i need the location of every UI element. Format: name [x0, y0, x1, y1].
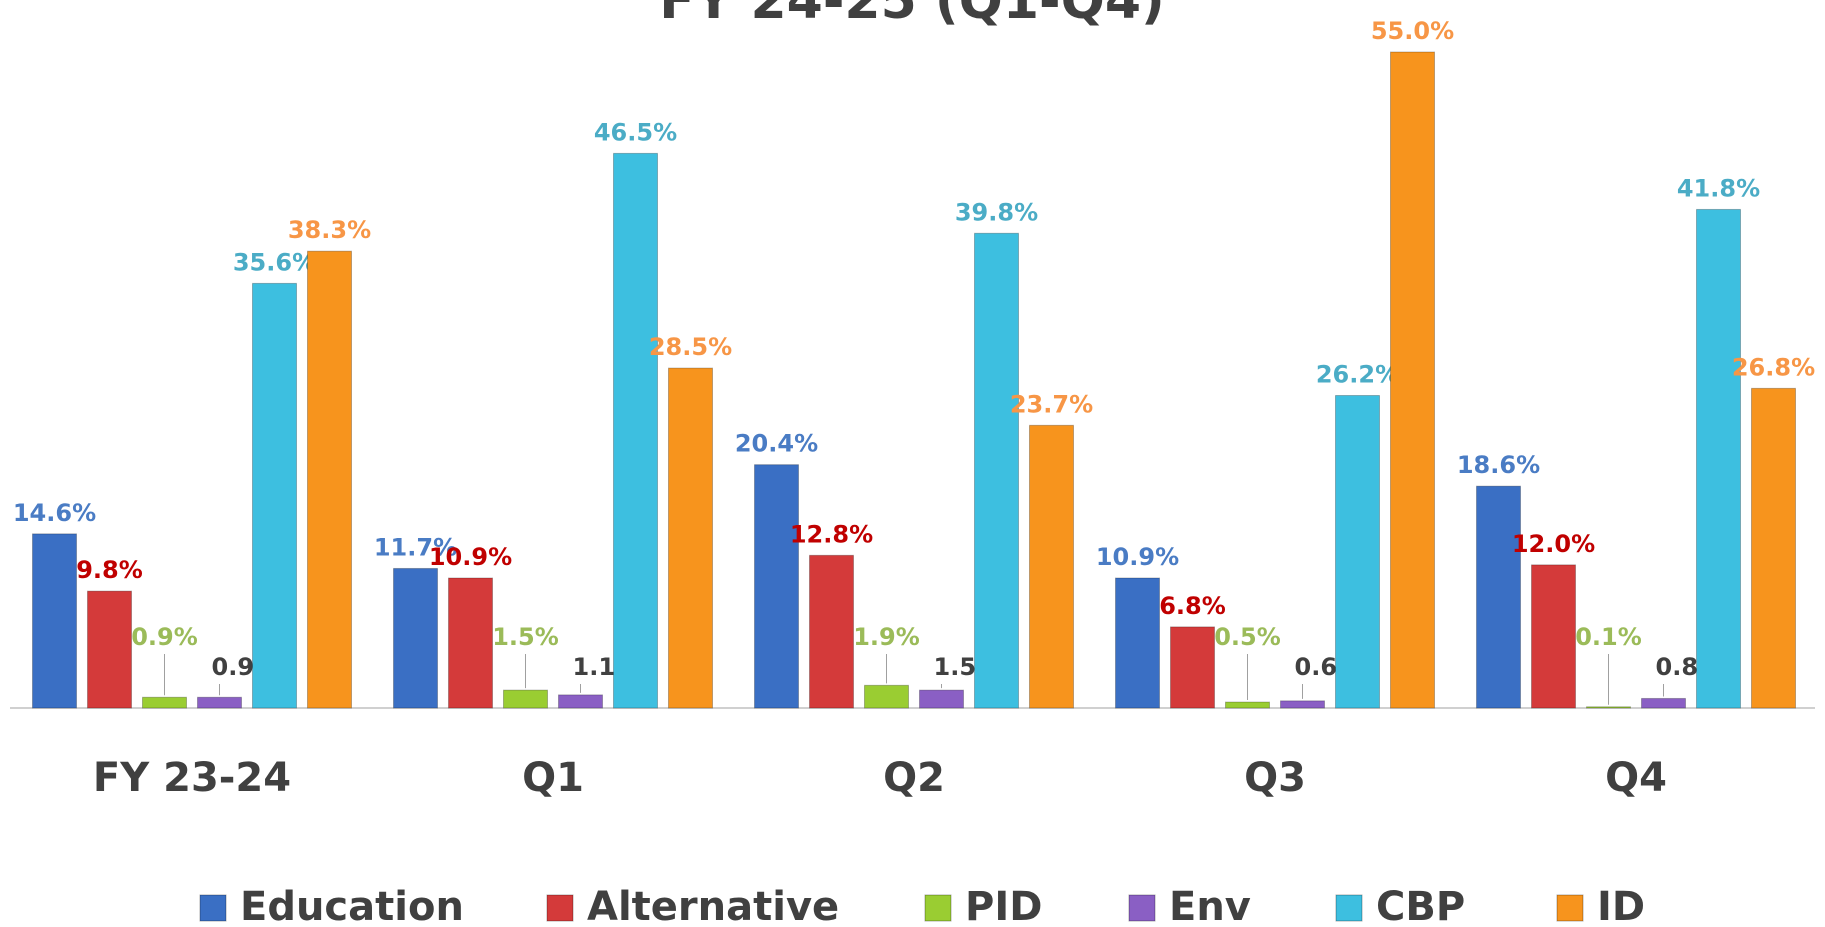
legend-swatch	[546, 894, 574, 922]
bar	[919, 689, 964, 709]
x-tick-label: Q1	[522, 755, 584, 801]
data-label: 38.3%	[288, 216, 371, 244]
bar	[668, 367, 713, 709]
x-tick-label: Q2	[883, 755, 945, 801]
bar	[87, 590, 132, 709]
bar	[252, 282, 297, 709]
bar	[1696, 208, 1741, 709]
legend-label: Alternative	[587, 884, 839, 927]
legend-swatch	[1128, 894, 1156, 922]
data-label: 23.7%	[1010, 390, 1093, 418]
bar	[448, 577, 493, 709]
bar	[1225, 701, 1270, 709]
data-label: 0.5%	[1214, 623, 1281, 651]
bar	[1170, 626, 1215, 709]
bar	[142, 696, 187, 709]
bar	[32, 533, 77, 709]
bar	[754, 464, 799, 709]
bar	[1390, 51, 1435, 709]
legend-label: ID	[1597, 884, 1645, 927]
legend-label: Education	[240, 884, 464, 927]
x-tick-label: Q3	[1244, 755, 1306, 801]
chart-title: FY 24-25 (Q1-Q4)	[659, 0, 1165, 31]
data-label: 10.9%	[1096, 543, 1179, 571]
data-label: 55.0%	[1371, 17, 1454, 45]
data-label: 39.8%	[955, 198, 1038, 226]
legend-swatch	[199, 894, 227, 922]
data-label: 6.8%	[1159, 592, 1226, 620]
bar	[1115, 577, 1160, 709]
data-label: 46.5%	[594, 118, 677, 146]
data-label: 41.8%	[1677, 174, 1760, 202]
legend-label: Env	[1169, 884, 1251, 927]
bar	[558, 694, 603, 709]
bar	[307, 250, 352, 709]
data-label: 1.9%	[853, 623, 920, 651]
bar	[1280, 700, 1325, 709]
x-tick-label: FY 23-24	[93, 755, 291, 801]
bar	[1751, 387, 1796, 709]
bar	[864, 684, 909, 709]
data-label: 1.5%	[492, 623, 559, 651]
bar	[393, 567, 438, 709]
data-label: 35.6%	[233, 248, 316, 276]
data-label: 10.9%	[429, 543, 512, 571]
data-label: 18.6%	[1457, 451, 1540, 479]
bar	[1586, 706, 1631, 709]
bar	[1476, 485, 1521, 709]
bar	[1531, 564, 1576, 709]
bar	[1335, 395, 1380, 709]
legend-swatch	[1335, 894, 1363, 922]
bar	[1641, 697, 1686, 709]
legend-label: CBP	[1376, 884, 1465, 927]
bar	[809, 554, 854, 709]
data-label: 26.2%	[1316, 361, 1399, 389]
bar	[613, 152, 658, 709]
data-label: 11.7%	[374, 533, 457, 561]
bar	[974, 232, 1019, 709]
legend-swatch	[1556, 894, 1584, 922]
data-label: 0.9%	[131, 623, 198, 651]
x-tick-label: Q4	[1605, 755, 1667, 801]
legend-swatch	[924, 894, 952, 922]
data-label: 20.4%	[735, 430, 818, 458]
bar	[1029, 424, 1074, 709]
bar	[503, 689, 548, 709]
data-label: 12.8%	[790, 520, 873, 548]
data-label: 12.0%	[1512, 530, 1595, 558]
legend-label: PID	[965, 884, 1042, 927]
data-label: 28.5%	[649, 333, 732, 361]
data-label: 9.8%	[76, 556, 143, 584]
bar	[197, 696, 242, 709]
data-label: 14.6%	[13, 499, 96, 527]
data-label: 26.8%	[1732, 353, 1815, 381]
data-label: 0.1%	[1575, 623, 1642, 651]
